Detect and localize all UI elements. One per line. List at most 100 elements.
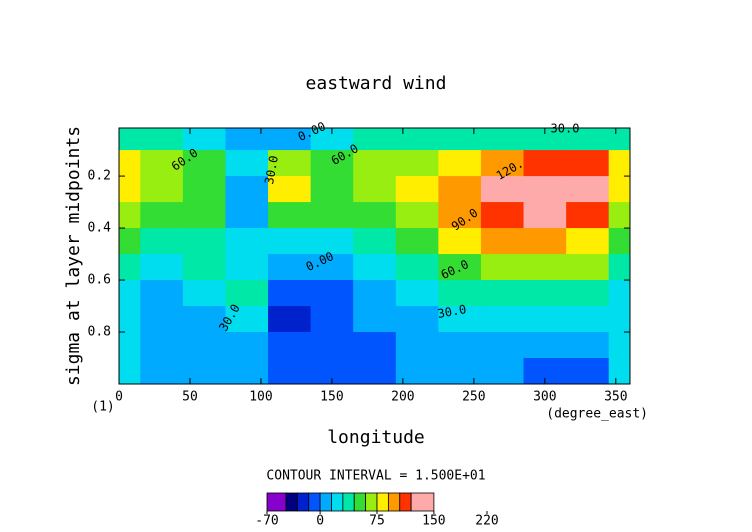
field-cell [395,176,439,203]
contour-interval: CONTOUR INTERVAL = 1.500E+01 [266,469,485,484]
y-tick-label: 0.8 [88,325,111,340]
field-cell [395,306,439,333]
x-tick-label: 150 [320,390,343,405]
field-cell [395,128,439,151]
field-cell [395,228,439,255]
field-cell [140,176,184,203]
field-cell [438,254,482,281]
field-cell [608,332,630,359]
field-cell [119,254,141,281]
x-tick-label: 350 [604,390,627,405]
field-cell [523,176,567,203]
field-cell [480,254,525,281]
field-cell [225,254,269,281]
field-cell [608,202,630,229]
field-cell [523,280,567,307]
field-cell [608,128,630,151]
field-cell [182,176,226,203]
field-cell [119,280,141,307]
colorbar-tick-label: 75 [369,514,385,529]
field-cell [395,358,439,384]
field-cell [310,228,354,255]
field-cell [566,202,610,229]
field-cell [438,358,482,384]
field-cell [480,280,525,307]
colorbar-tick-label: 220 [475,514,498,529]
field-cell [182,150,226,177]
field-cell [182,332,226,359]
colorbar-box [285,492,298,512]
field-cell [353,228,397,255]
field-cell [225,358,269,384]
field-cell [225,306,269,333]
field-cell [523,228,567,255]
field-cell [140,280,184,307]
field-cell [438,128,482,151]
field-cell [182,228,226,255]
field-cell [395,254,439,281]
field-cell [353,280,397,307]
x-tick-label: 100 [249,390,272,405]
field-cell [268,202,312,229]
field-cell [119,332,141,359]
field-cell [353,358,397,384]
field-cell [608,228,630,255]
colorbar-box [365,492,378,512]
field-cell [566,228,610,255]
field-cell [182,306,226,333]
field-cell [566,358,610,384]
field-cell [225,332,269,359]
field-cell [523,128,567,151]
y-tick-label: 0.6 [88,273,111,288]
field-cell [353,128,397,151]
x-tick-label: 300 [533,390,556,405]
field-cell [438,202,482,229]
field-cell [438,332,482,359]
field-cell [119,176,141,203]
colorbar-box [296,492,310,512]
field-cell [182,254,226,281]
field-cell [268,150,312,177]
field-cell [310,202,354,229]
field-cell [140,358,184,384]
field-cell [438,228,482,255]
field-cell [268,358,312,384]
y-axis-label: sigma at layer midpoints [63,126,84,386]
x-tick-label: 250 [462,390,485,405]
field-cell [353,254,397,281]
field-cell [608,150,630,177]
x-units: (degree_east) [546,407,648,422]
field-cell [119,202,141,229]
field-cell [608,306,630,333]
field-cell [310,306,354,333]
field-cell [566,128,610,151]
field-cell [608,254,630,281]
field-cell [140,228,184,255]
field-cell [523,332,567,359]
colorbar-box [342,492,355,512]
chart-title: eastward wind [306,73,447,94]
field-cell [140,306,184,333]
field-cell [268,228,312,255]
field-cell [395,280,439,307]
colorbar-box [266,492,287,512]
field-cell [140,202,184,229]
colorbar-box [399,492,412,512]
colorbar-box [387,492,401,512]
field-cell [353,332,397,359]
field-cell [523,306,567,333]
field-cell [566,332,610,359]
field-cell [268,280,312,307]
field-cell [268,128,312,151]
colorbar-box [319,492,332,512]
field-cell [140,254,184,281]
field-cell [310,150,354,177]
plot-frame [118,127,631,385]
x-tick-label: 0 [115,390,123,405]
field-cell [395,150,439,177]
field-cell [566,306,610,333]
field-cell [182,358,226,384]
field-cell [182,280,226,307]
field-cell [566,280,610,307]
